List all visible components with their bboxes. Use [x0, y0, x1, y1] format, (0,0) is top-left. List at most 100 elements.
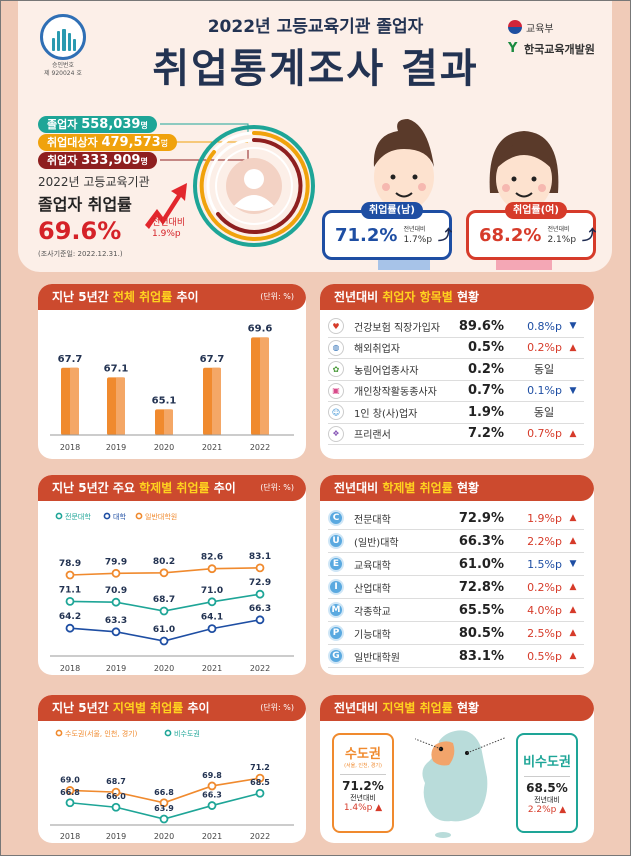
row-delta: 0.7%p: [527, 427, 562, 441]
table-row: C 전문대학 72.9% 1.9%p ▲: [328, 507, 584, 530]
row-value: 1.9%: [467, 404, 504, 420]
row-label: 산업대학: [354, 583, 391, 595]
row-delta: 0.2%p: [527, 580, 562, 594]
arrow-up-icon: ▲: [569, 536, 577, 546]
row-label: 교육대학: [354, 560, 391, 572]
capital-region-card: 수도권 (서울, 인천, 경기) 71.2% 전년대비 1.4%p ▲: [332, 733, 394, 833]
table-row: ☺ 1인 창(사)업자 1.9% 동일: [328, 402, 584, 424]
school-trend-panel: 지난 5년간 주요 학제별 취업률 추이 (단위: %) 전문대학 대학 일반대학원 7…: [38, 475, 306, 675]
male-rate-label: 취업률(남): [361, 202, 423, 219]
overall-rate-value: 69.6%: [38, 217, 122, 245]
svg-text:2021: 2021: [202, 664, 222, 673]
svg-text:2022: 2022: [250, 664, 270, 673]
row-value: 72.9%: [458, 510, 504, 526]
row-delta: 0.8%p: [527, 319, 562, 333]
row-label: 1인 창(사)업자: [354, 408, 418, 420]
row-label: 건강보험 직장가입자: [354, 322, 440, 334]
target-pill: 취업대상자 479,573명: [38, 134, 178, 151]
svg-text:65.1: 65.1: [152, 395, 177, 406]
svg-text:72.9: 72.9: [249, 578, 271, 588]
region-trend-panel: 지난 5년간 지역별 취업률 추이 (단위: %) 수도권(서울, 인천, 경기)…: [38, 695, 306, 843]
svg-text:수도권(서울, 인천, 경기): 수도권(서울, 인천, 경기): [65, 729, 138, 738]
svg-text:2021: 2021: [202, 832, 222, 841]
panel-header: 전년대비 지역별 취업률 현황: [320, 695, 594, 721]
svg-text:2020: 2020: [154, 832, 174, 841]
row-value: 83.1%: [458, 648, 504, 664]
arrow-up-icon: ▲: [569, 428, 577, 439]
item-category-icon: ♥: [328, 318, 344, 335]
school-type-badge-icon: I: [328, 579, 344, 595]
svg-text:69.8: 69.8: [202, 771, 222, 780]
region-line-chart: 수도권(서울, 인천, 경기) 비수도권 69.0 68.7 66.8 69.8 71.2 6…: [50, 729, 294, 841]
table-row: P 기능대학 80.5% 2.5%p ▲: [328, 622, 584, 645]
svg-text:71.2: 71.2: [250, 763, 270, 772]
school-status-panel: 전년대비 학제별 취업률 현황 C 전문대학 72.9% 1.9%p ▲ U (일반)대학 6…: [320, 475, 594, 675]
svg-text:78.9: 78.9: [59, 559, 81, 569]
svg-text:64.2: 64.2: [59, 612, 81, 622]
female-rate-label: 취업률(여): [505, 202, 567, 219]
arrow-down-icon: ▼: [569, 321, 577, 332]
arrow-up-icon: ▲: [569, 605, 577, 615]
survey-date: (조사기준일: 2022.12.31.): [38, 250, 123, 258]
national-statistics-icon: [40, 14, 86, 60]
table-row: ✿ 농림어업종사자 0.2% 동일: [328, 359, 584, 381]
employment-items-panel: 전년대비 취업자 항목별 현황 ♥ 건강보험 직장가입자 89.6% 0.8%p ▼ ◍ 해…: [320, 284, 594, 459]
svg-text:69.6: 69.6: [248, 323, 273, 334]
svg-text:67.1: 67.1: [104, 363, 129, 374]
approval-caption-1: 승인번호: [51, 62, 75, 69]
male-rate-card: 취업률(남) 71.2% 전년대비 1.7%p ⤴: [322, 202, 452, 260]
svg-text:83.1: 83.1: [249, 552, 271, 562]
row-value: 0.5%: [467, 340, 504, 356]
svg-text:비수도권: 비수도권: [174, 729, 200, 738]
svg-text:2019: 2019: [106, 443, 126, 452]
row-value: 72.8%: [458, 579, 504, 595]
arrow-up-icon: ▲: [569, 651, 577, 661]
school-type-badge-icon: C: [328, 510, 344, 526]
school-line-chart: 전문대학 대학 일반대학원 71.1 70.9 68.7 71.0 72.9 64.2 63.3 6…: [50, 512, 294, 673]
arrow-up-icon: ▲: [375, 803, 383, 813]
row-delta: 동일: [533, 406, 555, 420]
organizations: 교육부 Y 한국교육개발원: [508, 18, 595, 58]
svg-text:67.7: 67.7: [200, 354, 225, 365]
items-table: ♥ 건강보험 직장가입자 89.6% 0.8%p ▼ ◍ 해외취업자 0.5% 0.2%p ▲ ✿ 농…: [320, 310, 594, 445]
svg-text:79.9: 79.9: [105, 557, 127, 567]
org-moe: 교육부: [526, 23, 554, 35]
table-row: M 각종학교 65.5% 4.0%p ▲: [328, 599, 584, 622]
svg-text:2022: 2022: [250, 832, 270, 841]
panel-header: 지난 5년간 지역별 취업률 추이 (단위: %): [38, 695, 306, 721]
svg-text:2019: 2019: [106, 832, 126, 841]
item-category-icon: ◍: [328, 339, 344, 356]
item-category-icon: ☺: [328, 404, 344, 421]
svg-text:2018: 2018: [60, 664, 80, 673]
svg-text:66.3: 66.3: [249, 604, 271, 614]
row-delta: 2.2%p: [527, 534, 562, 548]
svg-text:2019: 2019: [106, 664, 126, 673]
svg-text:63.3: 63.3: [105, 616, 127, 626]
svg-text:전문대학: 전문대학: [65, 512, 91, 521]
table-row: ♥ 건강보험 직장가입자 89.6% 0.8%p ▼: [328, 316, 584, 338]
school-type-badge-icon: U: [328, 533, 344, 549]
table-row: G 일반대학원 83.1% 0.5%p ▲: [328, 645, 584, 668]
approval-logo: 승인번호 제 920024 호: [36, 14, 90, 78]
row-value: 80.5%: [458, 625, 504, 641]
table-row: ◍ 해외취업자 0.5% 0.2%p ▲: [328, 338, 584, 359]
employment-ring-chart: [193, 125, 315, 247]
row-value: 61.0%: [458, 556, 504, 572]
table-row: U (일반)대학 66.3% 2.2%p ▲: [328, 530, 584, 553]
svg-text:64.1: 64.1: [201, 613, 223, 623]
row-label: 기능대학: [354, 629, 391, 641]
svg-text:66.8: 66.8: [60, 788, 80, 797]
taegeuk-icon: [508, 20, 522, 34]
female-rate-card: 취업률(여) 68.2% 전년대비 2.1%p ⤴: [466, 202, 596, 260]
school-type-badge-icon: E: [328, 556, 344, 572]
row-value: 66.3%: [458, 533, 504, 549]
org-kedi: 한국교육개발원: [524, 43, 595, 56]
school-type-badge-icon: M: [328, 602, 344, 618]
svg-text:71.0: 71.0: [201, 586, 223, 596]
row-value: 0.2%: [467, 361, 504, 377]
item-category-icon: ▣: [328, 382, 344, 399]
arrow-up-icon: ▲: [569, 513, 577, 523]
svg-text:66.0: 66.0: [106, 792, 126, 801]
row-delta: 0.5%p: [527, 649, 562, 663]
